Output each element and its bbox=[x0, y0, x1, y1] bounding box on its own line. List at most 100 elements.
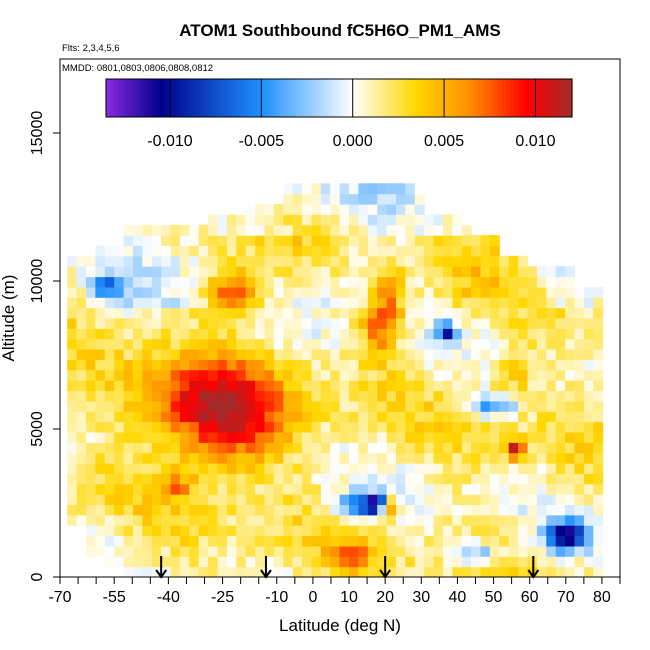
heatmap-cell bbox=[264, 318, 275, 329]
heatmap-cell bbox=[377, 556, 388, 568]
heatmap-cell bbox=[76, 328, 87, 340]
heatmap-cell bbox=[499, 525, 510, 537]
colorbar-segment bbox=[513, 79, 519, 117]
heatmap-cell bbox=[424, 432, 435, 443]
heatmap-cell bbox=[471, 338, 481, 350]
heatmap-cell bbox=[76, 318, 87, 329]
heatmap-cell bbox=[480, 545, 491, 557]
heatmap-cell bbox=[339, 369, 350, 381]
heatmap-cell bbox=[518, 432, 528, 443]
heatmap-cell bbox=[189, 255, 200, 267]
heatmap-cell bbox=[198, 328, 209, 340]
heatmap-cell bbox=[273, 483, 284, 495]
heatmap-cell bbox=[95, 483, 106, 495]
heatmap-cell bbox=[133, 224, 143, 236]
heatmap-cell bbox=[349, 359, 359, 371]
heatmap-cell bbox=[489, 338, 500, 350]
heatmap-cell bbox=[86, 432, 96, 443]
colorbar-segment bbox=[172, 79, 177, 117]
heatmap-cell bbox=[330, 525, 341, 537]
heatmap-cell bbox=[179, 504, 190, 516]
heatmap-cell bbox=[320, 411, 331, 423]
heatmap-cell bbox=[489, 545, 500, 557]
heatmap-cell bbox=[349, 255, 359, 267]
heatmap-cell bbox=[245, 421, 256, 433]
heatmap-cell bbox=[198, 286, 209, 298]
heatmap-cell bbox=[489, 380, 500, 392]
heatmap-cell bbox=[555, 483, 566, 495]
heatmap-cell bbox=[489, 463, 500, 474]
heatmap-cell bbox=[292, 400, 303, 412]
heatmap-cell bbox=[499, 338, 510, 350]
heatmap-cell bbox=[424, 483, 435, 495]
heatmap-cell bbox=[292, 214, 303, 226]
heatmap-cell bbox=[424, 286, 435, 298]
heatmap-cell bbox=[546, 380, 557, 392]
heatmap-cell bbox=[142, 359, 153, 371]
heatmap-cell bbox=[114, 297, 125, 309]
heatmap-cell bbox=[367, 349, 378, 360]
heatmap-cell bbox=[95, 514, 106, 526]
heatmap-cell bbox=[179, 442, 190, 454]
heatmap-cell bbox=[489, 245, 500, 257]
heatmap-cell bbox=[311, 214, 322, 226]
heatmap-cell bbox=[527, 463, 538, 474]
heatmap-cell bbox=[255, 328, 265, 340]
heatmap-cell bbox=[114, 307, 125, 319]
heatmap-cell bbox=[461, 535, 472, 547]
heatmap-cell bbox=[273, 349, 284, 360]
heatmap-cell bbox=[424, 452, 435, 464]
heatmap-cell bbox=[414, 504, 425, 516]
heatmap-cell bbox=[499, 286, 510, 298]
heatmap-cell bbox=[386, 452, 397, 464]
heatmap-cell bbox=[95, 338, 106, 350]
heatmap-cell bbox=[349, 452, 359, 464]
heatmap-cell bbox=[236, 421, 247, 433]
heatmap-cell bbox=[424, 318, 435, 329]
y-tick-label: 0 bbox=[29, 572, 46, 581]
heatmap-cell bbox=[396, 545, 406, 557]
heatmap-cell bbox=[480, 566, 491, 578]
heatmap-cell bbox=[302, 245, 312, 257]
heatmap-cell bbox=[123, 276, 134, 288]
heatmap-cell bbox=[283, 483, 294, 495]
heatmap-cell bbox=[405, 193, 416, 205]
heatmap-cell bbox=[349, 514, 359, 526]
heatmap-cell bbox=[555, 328, 566, 340]
colorbar-segment bbox=[265, 79, 270, 117]
heatmap-cell bbox=[358, 214, 369, 226]
heatmap-cell bbox=[433, 535, 444, 547]
heatmap-cell bbox=[311, 245, 322, 257]
heatmap-cell bbox=[292, 535, 303, 547]
heatmap-cell bbox=[302, 380, 312, 392]
heatmap-cell bbox=[226, 338, 237, 350]
heatmap-cell bbox=[245, 349, 256, 360]
heatmap-cell bbox=[95, 286, 106, 298]
heatmap-cell bbox=[151, 276, 162, 288]
heatmap-cell bbox=[339, 380, 350, 392]
heatmap-cell bbox=[311, 566, 322, 578]
heatmap-cell bbox=[471, 266, 481, 278]
heatmap-cell bbox=[104, 245, 115, 257]
heatmap-cell bbox=[245, 224, 256, 236]
heatmap-cell bbox=[161, 224, 172, 236]
heatmap-cell bbox=[264, 245, 275, 257]
heatmap-cell bbox=[76, 411, 87, 423]
heatmap-cell bbox=[339, 421, 350, 433]
heatmap-cell bbox=[443, 297, 453, 309]
colorbar-segment bbox=[311, 79, 317, 117]
heatmap-cell bbox=[565, 400, 575, 412]
heatmap-cell bbox=[104, 349, 115, 360]
heatmap-cell bbox=[358, 421, 369, 433]
heatmap-cell bbox=[133, 432, 143, 443]
heatmap-cell bbox=[170, 390, 181, 402]
heatmap-cell bbox=[349, 276, 359, 288]
heatmap-cell bbox=[452, 380, 463, 392]
heatmap-cell bbox=[461, 297, 472, 309]
heatmap-cell bbox=[536, 432, 547, 443]
colorbar-segment bbox=[245, 79, 251, 117]
heatmap-cell bbox=[433, 525, 444, 537]
heatmap-cell bbox=[405, 400, 416, 412]
heatmap-cell bbox=[330, 349, 341, 360]
heatmap-cell bbox=[283, 463, 294, 474]
